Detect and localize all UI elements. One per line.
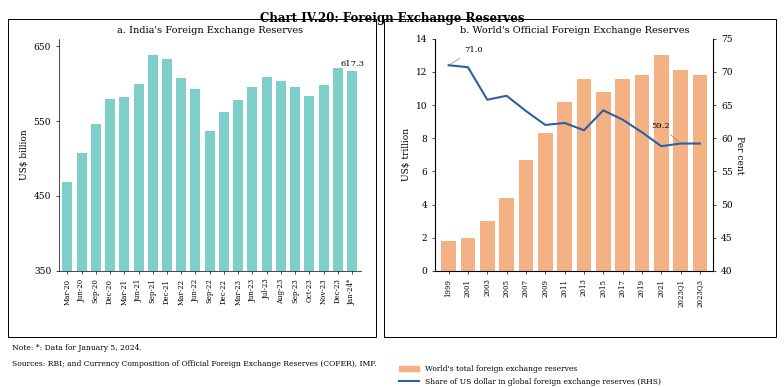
- Bar: [77, 152, 86, 387]
- Bar: [304, 96, 314, 387]
- Y-axis label: Per cent: Per cent: [735, 135, 744, 174]
- Bar: [333, 68, 343, 387]
- Bar: [499, 198, 514, 271]
- Bar: [233, 100, 243, 387]
- Bar: [461, 238, 475, 271]
- Bar: [615, 79, 630, 271]
- Bar: [205, 131, 215, 387]
- Bar: [119, 97, 129, 387]
- Y-axis label: US$ billion: US$ billion: [19, 129, 28, 180]
- Bar: [248, 87, 257, 387]
- Bar: [290, 87, 300, 387]
- Text: 71.0: 71.0: [451, 46, 483, 64]
- Bar: [91, 124, 101, 387]
- Title: a. India's Foreign Exchange Reserves: a. India's Foreign Exchange Reserves: [117, 26, 303, 35]
- Bar: [191, 89, 201, 387]
- Bar: [673, 70, 688, 271]
- Y-axis label: US$ trillion: US$ trillion: [401, 128, 411, 182]
- Bar: [577, 79, 591, 271]
- Bar: [596, 92, 611, 271]
- Text: Sources: RBI; and Currency Composition of Official Foreign Exchange Reserves (CO: Sources: RBI; and Currency Composition o…: [12, 360, 376, 368]
- Bar: [557, 102, 572, 271]
- Bar: [654, 55, 669, 271]
- Bar: [318, 85, 328, 387]
- Bar: [692, 75, 707, 271]
- Text: Note: *: Data for January 5, 2024.: Note: *: Data for January 5, 2024.: [12, 344, 142, 353]
- Bar: [176, 79, 187, 387]
- Bar: [262, 77, 271, 387]
- Bar: [162, 59, 172, 387]
- Bar: [538, 133, 553, 271]
- Bar: [133, 84, 143, 387]
- Bar: [276, 80, 286, 387]
- Bar: [148, 55, 158, 387]
- Title: b. World's Official Foreign Exchange Reserves: b. World's Official Foreign Exchange Res…: [459, 26, 689, 35]
- Bar: [480, 221, 495, 271]
- Text: 617.3: 617.3: [340, 60, 364, 68]
- Bar: [63, 182, 72, 387]
- Bar: [105, 99, 115, 387]
- Text: 59.2: 59.2: [652, 122, 678, 142]
- Bar: [347, 71, 357, 387]
- Bar: [441, 241, 456, 271]
- Bar: [519, 160, 533, 271]
- Bar: [635, 75, 649, 271]
- Legend: World's total foreign exchange reserves, Share of US dollar in global foreign ex: World's total foreign exchange reserves,…: [397, 363, 663, 387]
- Text: Chart IV.20: Foreign Exchange Reserves: Chart IV.20: Foreign Exchange Reserves: [260, 12, 524, 25]
- Bar: [219, 112, 229, 387]
